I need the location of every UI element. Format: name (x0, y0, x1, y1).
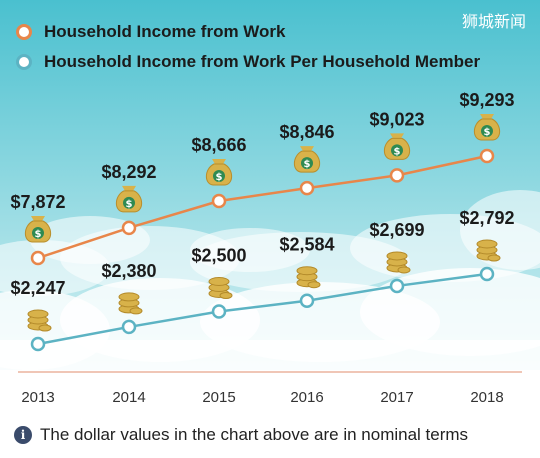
data-label-s1-2014: $2,380 (101, 261, 156, 281)
legend-label-work: Household Income from Work (44, 22, 286, 41)
plot-floor (0, 370, 540, 458)
svg-text:$: $ (394, 146, 401, 157)
info-icon: i (14, 426, 32, 444)
legend-marker-work (16, 24, 32, 40)
data-point-s1-2016 (299, 293, 315, 308)
series-line-0 (37, 154, 488, 260)
svg-text:$: $ (126, 199, 133, 210)
data-label-s0-2017: $9,023 (369, 109, 424, 129)
data-point-s0-2018 (479, 148, 495, 164)
data-point-s1-2013 (30, 336, 46, 352)
money-bag-icon: $ (383, 133, 411, 160)
svg-text:$: $ (484, 127, 491, 138)
coin-stack-icon (27, 309, 52, 332)
data-label-s0-2015: $8,666 (191, 135, 246, 155)
watermark: 狮城新闻 (461, 14, 526, 31)
data-label-s1-2015: $2,500 (191, 246, 246, 266)
data-point-s1-2018 (479, 266, 495, 282)
x-tick-label-2017: 2017 (380, 389, 413, 406)
svg-text:$: $ (216, 172, 223, 183)
data-point-s0-2016 (299, 180, 315, 196)
coin-stack-icon (386, 251, 411, 274)
money-bag-icon: $ (24, 216, 52, 243)
legend-item-work: Household Income from Work (16, 22, 286, 42)
money-bag-icon: $ (293, 146, 321, 173)
coin-stack-icon (208, 277, 233, 300)
data-label-s1-2017: $2,699 (369, 220, 424, 240)
x-tick-label-2016: 2016 (290, 389, 323, 406)
data-point-s1-2017 (389, 278, 405, 294)
svg-text:$: $ (35, 229, 42, 240)
data-point-s0-2014 (121, 220, 137, 236)
svg-text:$: $ (304, 159, 311, 170)
footnote-text: The dollar values in the chart above are… (40, 425, 469, 444)
legend-item-member: Household Income from Work Per Household… (16, 52, 480, 72)
cloud-decoration (0, 190, 540, 370)
legend-marker-member (16, 54, 32, 70)
data-point-s0-2015 (211, 193, 227, 209)
footnote: i The dollar values in the chart above a… (14, 425, 468, 445)
money-bag-icon: $ (473, 114, 501, 141)
series-line-1 (37, 272, 488, 346)
data-label-s0-2014: $8,292 (101, 162, 156, 182)
data-point-s1-2014 (121, 319, 137, 335)
x-tick-label-2018: 2018 (470, 389, 503, 406)
money-bag-icon: $ (115, 185, 143, 213)
data-label-s0-2018: $9,293 (459, 90, 514, 110)
data-label-s1-2018: $2,792 (459, 208, 514, 228)
data-point-s0-2017 (389, 168, 405, 183)
data-label-s0-2013: $7,872 (10, 192, 65, 212)
data-label-s1-2016: $2,584 (279, 235, 334, 255)
coin-stack-icon (476, 239, 501, 262)
coin-stack-icon (118, 292, 143, 315)
money-bag-icon: $ (205, 159, 233, 186)
x-tick-label-2013: 2013 (21, 389, 54, 406)
legend-label-member: Household Income from Work Per Household… (44, 52, 481, 71)
coin-stack-icon (296, 266, 321, 289)
data-label-s1-2013: $2,247 (10, 278, 65, 298)
data-label-s0-2016: $8,846 (279, 122, 334, 142)
x-tick-label-2014: 2014 (112, 389, 145, 406)
data-point-s1-2015 (211, 304, 227, 319)
x-tick-label-2015: 2015 (202, 389, 235, 406)
data-point-s0-2013 (30, 250, 46, 266)
